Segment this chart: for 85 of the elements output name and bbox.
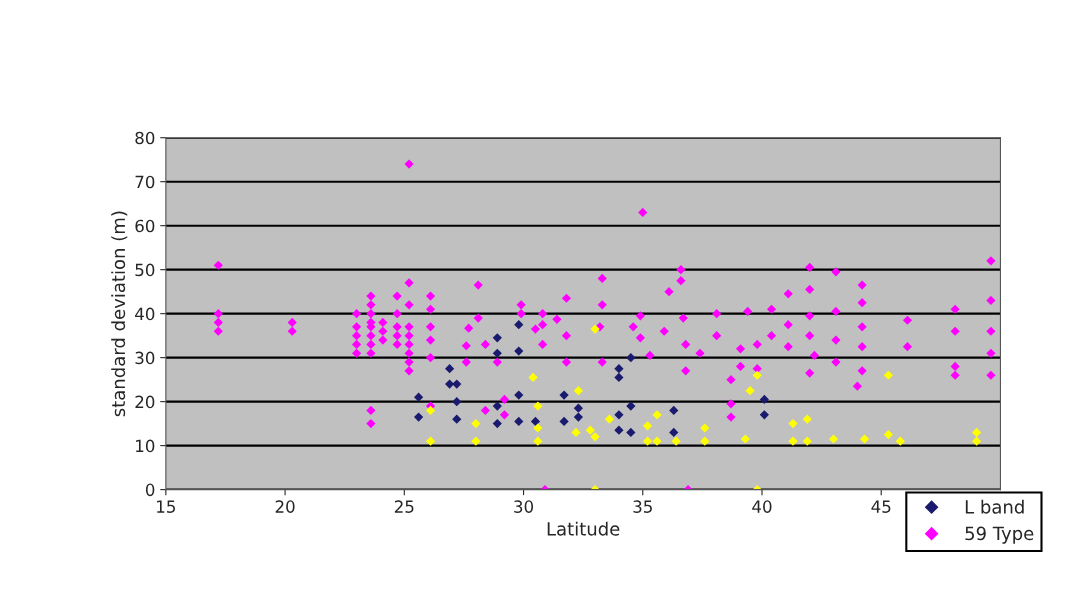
point [614, 425, 624, 435]
point [492, 401, 502, 411]
point [972, 436, 982, 446]
x-tick-label: 25 [394, 500, 414, 513]
point [414, 392, 424, 402]
x-tick-label: 45 [871, 500, 891, 513]
point [452, 379, 462, 389]
point [828, 434, 839, 444]
point [740, 434, 750, 444]
x-tick-label: 40 [752, 500, 772, 513]
point [573, 386, 583, 396]
point [788, 436, 798, 446]
x-tick-label: 20 [275, 500, 295, 513]
y-tick-label: 80 [135, 131, 155, 145]
legend-label: L band [965, 499, 1024, 514]
point [425, 405, 436, 416]
y-tick-label: 10 [136, 439, 155, 453]
y-tick-label: 70 [135, 175, 155, 189]
point [533, 436, 543, 446]
point [514, 346, 524, 356]
point [700, 436, 710, 446]
point [614, 372, 624, 383]
point [626, 401, 636, 411]
point [759, 394, 769, 405]
point [859, 434, 870, 444]
x-tick-label: 15 [157, 500, 175, 513]
point [528, 372, 538, 383]
point [573, 412, 583, 422]
point [700, 423, 710, 433]
point [533, 401, 543, 411]
point [626, 427, 636, 438]
y-tick-label: 60 [135, 219, 155, 233]
point [614, 364, 624, 374]
x-tick-label: 30 [514, 500, 534, 513]
point [559, 390, 569, 400]
point [604, 414, 614, 424]
point [590, 432, 600, 442]
point [642, 436, 653, 446]
point [745, 386, 755, 396]
point [802, 414, 812, 424]
point [533, 423, 543, 433]
y-tick-label: 50 [135, 263, 155, 277]
point [802, 436, 812, 446]
point [652, 410, 662, 420]
y-tick-label: 40 [135, 307, 155, 321]
point [530, 416, 541, 427]
point [972, 427, 982, 438]
point [492, 333, 502, 343]
point [626, 353, 636, 363]
point [425, 436, 436, 446]
point [471, 419, 481, 429]
point [492, 348, 502, 358]
point [669, 405, 679, 416]
point [452, 397, 462, 407]
point [669, 427, 679, 438]
point [752, 370, 762, 380]
point [514, 320, 524, 330]
point [895, 436, 905, 446]
y-axis-title: standard deviation (m) [111, 211, 128, 417]
point [514, 416, 524, 427]
point [883, 370, 893, 380]
point [414, 412, 424, 422]
y-tick-label: 30 [135, 351, 155, 365]
point [642, 421, 653, 431]
point [590, 324, 600, 334]
legend-label: 59 Type [965, 526, 1034, 544]
point [573, 403, 583, 413]
point [514, 390, 524, 400]
y-tick-label: 20 [135, 395, 155, 409]
point [492, 419, 502, 429]
point [445, 364, 455, 374]
point [452, 414, 462, 424]
point [614, 410, 624, 420]
point [671, 436, 681, 446]
point [652, 436, 662, 446]
x-tick-label: 35 [633, 500, 652, 513]
x-axis-title: Latitude [547, 521, 620, 536]
point [883, 430, 893, 440]
point [585, 425, 595, 435]
y-tick-label: 0 [145, 483, 155, 497]
point [471, 436, 481, 446]
point [559, 416, 569, 427]
point [571, 427, 581, 438]
point [759, 410, 769, 420]
point [788, 419, 798, 429]
